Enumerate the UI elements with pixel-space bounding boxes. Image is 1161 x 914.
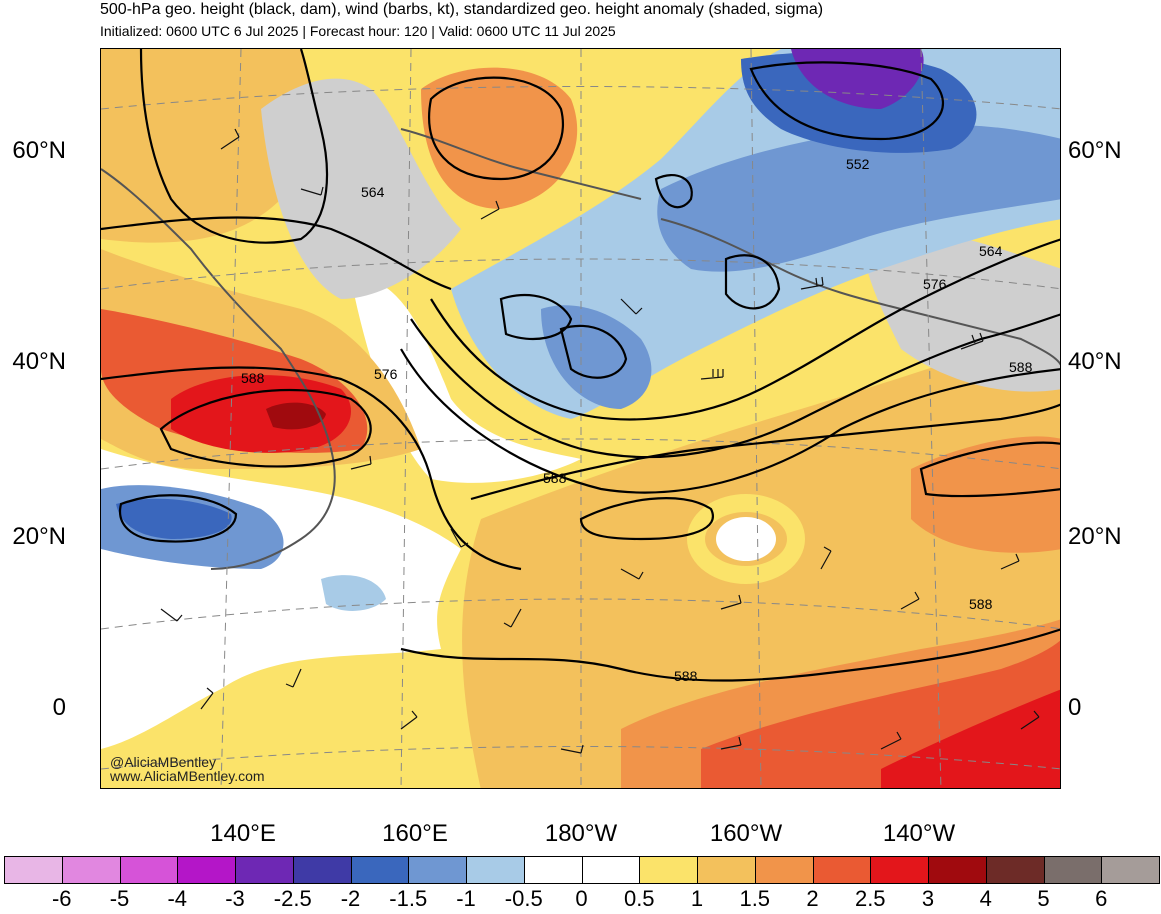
colorbar-tick-label: 2.5: [854, 886, 886, 911]
contour-label: 588: [969, 596, 993, 612]
land-asia-coast: [101, 168, 336, 570]
lon-label-140w: 140°W: [882, 820, 956, 847]
colorbar: [4, 856, 1160, 884]
lat-label-60n-left: 60°N: [12, 137, 66, 164]
colorbar-swatch: [4, 856, 63, 884]
contour-label: 588: [241, 370, 265, 386]
lon-label-160w: 160°W: [709, 820, 783, 847]
colorbar-tick-label: 3: [921, 886, 935, 911]
colorbar-tick-label: 4: [979, 886, 992, 911]
graticule: [101, 49, 1060, 788]
wind-barbs: [160, 128, 1040, 754]
colorbar-swatch: [61, 856, 121, 884]
height-contours: [101, 49, 1060, 682]
colorbar-tick-label: 0.5: [623, 886, 655, 911]
lat-label-20n-left: 20°N: [12, 523, 66, 550]
colorbar-tick-label: -6: [51, 886, 72, 911]
anomaly-orange2-east: [911, 436, 1060, 553]
anomaly-blue-mid-north: [657, 124, 1060, 272]
contour-label: 552: [846, 156, 870, 172]
colorbar-swatch: [754, 856, 814, 884]
colorbar-tick-label: 1: [690, 886, 704, 911]
colorbar-labels: -6 -5 -4 -3 -2.5 -2 -1.5 -1 -0.5 0 0.5 1 1.5 2 2.5 3 4 5 6: [0, 886, 1161, 914]
colorbar-swatch: [235, 856, 294, 884]
colorbar-swatch: [1043, 856, 1103, 884]
colorbar-swatch: [812, 856, 872, 884]
colorbar-swatch: [928, 856, 987, 884]
land-alaska-coast: [660, 218, 1060, 366]
contour-label: 576: [374, 366, 398, 382]
anomaly-orange-north: [101, 49, 310, 243]
anomaly-purple-core: [791, 49, 924, 109]
colorbar-tick-label: -2: [340, 886, 361, 911]
anomaly-yellow-ring: [687, 494, 805, 584]
lat-label-0-left: 0: [52, 694, 66, 721]
anomaly-gray-northeast: [861, 227, 1060, 392]
contour-label: 588: [1009, 359, 1033, 375]
lat-label-20n-right: 20°N: [1068, 523, 1122, 550]
colorbar-tick-label: -3: [225, 886, 245, 911]
colorbar-tick-label: 5: [1037, 886, 1050, 911]
colorbar-tick-label: 2: [806, 886, 819, 911]
contour-label: 588: [543, 470, 567, 486]
colorbar-swatch: [466, 856, 525, 884]
colorbar-swatch: [697, 856, 756, 884]
contour-label: 576: [923, 276, 947, 292]
anomaly-blue-small: [321, 575, 386, 611]
lat-label-0-right: 0: [1068, 694, 1082, 721]
colorbar-swatch: [1101, 856, 1160, 884]
colorbar-swatch: [119, 856, 179, 884]
contour-label: 564: [361, 184, 385, 200]
lat-label-60n-right: 60°N: [1068, 137, 1122, 164]
anomaly-map: 564 552 564 576 576 588 588 588 588 588: [101, 49, 1060, 788]
credit-site: www.AliciaMBentley.com: [110, 768, 265, 784]
anomaly-blue-west-pacific-core: [116, 498, 232, 539]
anomaly-dark-red-core: [266, 402, 326, 430]
map-title: 500-hPa geo. height (black, dam), wind (…: [100, 1, 824, 18]
colorbar-tick-label: -4: [167, 886, 188, 911]
contour-label: 588: [674, 668, 698, 684]
colorbar-swatch: [523, 856, 583, 884]
colorbar-tick-label: 6: [1095, 886, 1108, 911]
anomaly-blue-mid: [541, 305, 652, 409]
colorbar-tick-label: -1: [456, 886, 476, 911]
lon-label-160e: 160°E: [382, 820, 448, 847]
colorbar-tick-label: -5: [109, 886, 130, 911]
map-panel: 564 552 564 576 576 588 588 588 588 588: [100, 48, 1061, 789]
map-subtitle: Initialized: 0600 UTC 6 Jul 2025 | Forec…: [100, 23, 616, 39]
colorbar-swatch: [350, 856, 410, 884]
anomaly-white-patch: [716, 517, 776, 561]
colorbar-swatch: [581, 856, 641, 884]
colorbar-tick-label: 1.5: [739, 886, 771, 911]
lat-label-40n-left: 40°N: [12, 348, 66, 375]
colorbar-swatch: [639, 856, 698, 884]
colorbar-tick-label: -1.5: [389, 886, 428, 911]
colorbar-tick-label: -0.5: [504, 886, 543, 911]
colorbar-tick-label: -2.5: [273, 886, 312, 911]
colorbar-swatch: [870, 856, 929, 884]
colorbar-tick-label: 0: [575, 886, 588, 911]
lon-label-140e: 140°E: [210, 820, 276, 847]
lon-label-180w: 180°W: [544, 820, 618, 847]
land-north-coast: [400, 128, 642, 200]
colorbar-swatch: [177, 856, 236, 884]
contour-label: 564: [979, 243, 1003, 259]
colorbar-swatch: [292, 856, 352, 884]
anomaly-red-core: [171, 375, 351, 453]
contour-label-group: 564 552 564 576 576 588 588 588 588 588: [241, 156, 1033, 684]
colorbar-swatch: [985, 856, 1045, 884]
lat-label-40n-right: 40°N: [1068, 348, 1122, 375]
credit-handle: @AliciaMBentley: [110, 754, 217, 770]
anomaly-red-southeast-core: [881, 689, 1060, 788]
anomaly-gray-northwest: [261, 78, 461, 299]
colorbar-swatch: [408, 856, 467, 884]
